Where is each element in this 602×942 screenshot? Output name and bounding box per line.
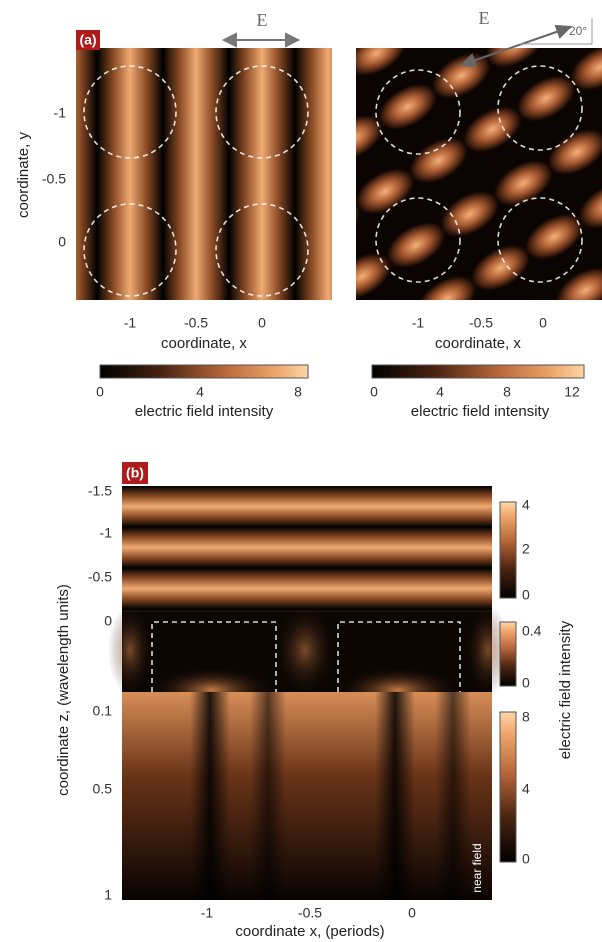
panel-label-bg [76,30,100,50]
colorbar [499,711,517,863]
dark-columns [190,692,471,900]
angle-label: 20° [569,24,587,38]
y-tick-label: 0 [104,613,112,629]
colorbar-tick: 4 [196,384,204,400]
colorbar [499,501,517,599]
colorbar-tick: 2 [522,541,530,557]
x-tick-label: -0.5 [469,315,493,331]
colorbar-tick: 4 [522,497,530,513]
heatmap [356,48,602,300]
x-axis-label: coordinate, x [435,335,521,352]
y-tick-label: -1 [54,105,67,121]
y-axis-label: coordinate z, (wavelength units) [55,584,72,796]
field-label: E [479,8,490,28]
y-tick-label: -1 [100,525,113,541]
dashed-circles [375,65,583,283]
dashed-circles [83,65,309,297]
colorbar-label: electric field intensity [135,403,274,420]
field-label: E [257,10,268,30]
x-axis-label: coordinate x, (periods) [235,923,384,940]
heatmap-bottom [122,692,492,900]
annotation: near field [470,843,484,892]
y-tick-label: 0.1 [93,703,113,719]
x-axis-label: coordinate, x [161,335,247,352]
colorbar-tick: 8 [294,384,302,400]
x-tick-label: -1 [124,315,137,331]
x-tick-label: -1 [201,905,214,921]
panel-label: (b) [126,465,144,481]
x-tick-label: -0.5 [184,315,208,331]
colorbar-tick: 8 [522,709,530,725]
x-tick-label: 0 [408,905,416,921]
colorbar-tick: 0 [522,675,530,691]
colorbar-tick: 0 [370,384,378,400]
colorbar-tick: 4 [436,384,444,400]
colorbar-tick: 4 [522,781,530,797]
y-tick-label: -0.5 [42,171,66,187]
field-arrow [459,24,573,68]
colorbar-tick: 0 [96,384,104,400]
x-tick-label: 0 [539,315,547,331]
colorbar-tick: 0 [522,851,530,867]
colorbar [499,621,517,687]
colorbar-label: electric field intensity [557,620,574,759]
colorbar-label: electric field intensity [411,403,550,420]
y-tick-label: 0 [58,234,66,250]
y-tick-label: 0.5 [93,781,113,797]
angle-box [520,18,593,45]
y-tick-label: 1 [104,887,112,903]
field-arrow [221,32,301,48]
x-tick-label: 0 [258,315,266,331]
colorbar [371,364,585,379]
panel-label: (a) [79,32,96,48]
x-tick-label: -1 [412,315,425,331]
y-tick-label: -1.5 [88,483,112,499]
heatmap [76,48,332,300]
colorbar [99,364,309,379]
colorbar-tick: 8 [503,384,511,400]
dashed-boxes [151,621,461,692]
colorbar-tick: 0 [522,587,530,603]
panel-label-bg [122,462,148,484]
colorbar-tick: 12 [564,384,580,400]
colorbar-tick: 0.4 [522,623,542,639]
x-tick-label: -0.5 [298,905,322,921]
heatmap-top [122,486,492,612]
y-axis-label: coordinate, y [15,132,32,218]
y-tick-label: -0.5 [88,569,112,585]
